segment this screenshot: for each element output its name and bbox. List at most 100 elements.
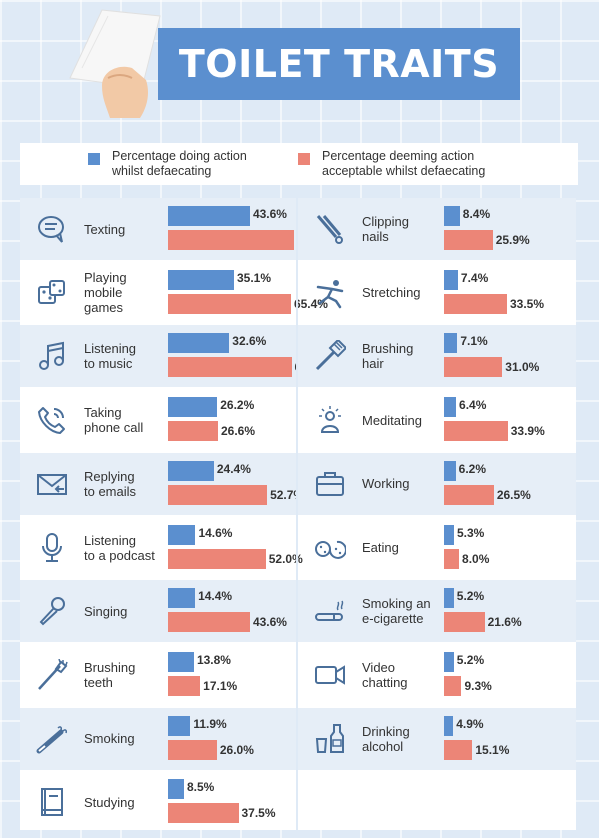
bar-acceptable [168,803,239,824]
bar-doing [444,715,454,736]
phone-icon [38,407,65,435]
row-smoking: Smoking 11.9% 26.0% [20,707,296,770]
value-label-doing: 7.1% [460,334,488,349]
row-clipping-nails: Clipping nails 8.4% 25.9% [298,198,576,260]
bar-acceptable [444,230,493,250]
bar-doing [444,333,458,354]
bar-doing [444,206,460,226]
video-camera-icon [315,665,345,685]
row-label: Smoking [84,731,135,747]
value-label-doing: 11.9% [193,716,227,731]
value-label-acceptable: 17.1% [203,678,238,693]
legend-swatch-acceptable [298,153,310,165]
bar-acceptable [168,548,266,569]
chat-bubble-icon [38,216,64,243]
value-label-doing: 13.8% [196,652,231,667]
value-label-acceptable: 21.6% [487,615,522,630]
book-icon [41,788,63,817]
value-label-acceptable: 33.5% [509,296,544,311]
nail-clipper-icon [316,215,343,244]
comb-icon [315,340,346,371]
value-label-doing: 4.9% [456,716,484,731]
value-label-acceptable: 65.4% [293,296,328,311]
legend: Percentage doing action whilst defaecati… [20,143,578,185]
value-label-acceptable: 52.0% [268,551,303,566]
value-label-doing: 8.5% [186,780,215,795]
row-smoking-an-e-cigarette: Smoking an e-cigarette 5.2% 21.6% [298,580,576,643]
bar-acceptable [168,675,201,696]
row-working: Working 6.2% 26.5% [298,452,576,515]
row-label: Listening to a podcast [84,532,155,563]
bar-doing [168,779,184,800]
briefcase-icon [316,471,344,496]
row-label: Texting [84,221,126,237]
bar-doing [168,588,196,609]
row-label: Brushing teeth [84,659,136,690]
toilet-paper-hand-icon [69,9,161,118]
bar-doing [444,397,457,418]
music-note-icon [39,342,64,371]
row-taking-phone-call: Taking phone call 26.2% 26.6% [20,389,296,451]
bar-acceptable [444,421,508,442]
legend-label-doing: Percentage doing action whilst defaecati… [112,149,247,178]
bar-doing [168,524,196,545]
bar-doing [444,524,454,545]
row-brushing-hair: Brushing hair 7.1% 31.0% [298,325,576,388]
legend-swatch-doing [88,153,100,165]
bar-doing [168,269,234,290]
value-label-acceptable: 25.9% [495,233,530,247]
bar-acceptable [444,293,507,314]
bar-acceptable [168,357,292,378]
bar-acceptable [168,484,268,505]
dice-icon [38,279,65,304]
value-label-doing: 8.4% [462,207,491,221]
bar-doing [444,460,456,481]
bar-doing [444,651,454,672]
value-label-acceptable: 15.1% [475,742,510,757]
column-divider [296,198,298,830]
bar-doing [168,333,230,354]
row-label: Playing mobile games [84,270,127,316]
value-label-acceptable: 33.9% [510,424,545,439]
bar-doing [444,269,458,290]
row-label: Replying to emails [84,468,137,499]
row-drinking-alcohol: Drinking alcohol 4.9% 15.1% [298,707,576,770]
row-singing: Singing 14.4% 43.6% [20,580,296,643]
value-label-doing: 43.6% [252,207,287,221]
row-playing-mobile-games: Playing mobile games 35.1% 65.4% [20,262,328,324]
value-label-acceptable: 31.0% [505,360,540,375]
row-label: Studying [84,794,135,810]
bar-acceptable [168,421,218,442]
bar-acceptable [444,484,494,505]
row-label: Video chatting [362,659,408,690]
bar-doing [168,715,191,736]
bar-doing [168,651,194,672]
bar-acceptable [168,293,291,314]
handheld-mic-icon [39,597,65,626]
row-stretching: Stretching 7.4% 33.5% [298,262,576,324]
bar-doing [168,460,214,481]
bar-acceptable [444,357,503,378]
row-listening-to-a-podcast: Listening to a podcast 14.6% 52.0% [20,517,303,579]
toothbrush-icon [38,658,68,690]
value-label-doing: 14.6% [198,525,233,540]
value-label-doing: 7.4% [460,270,489,285]
envelope-icon [37,473,67,495]
row-meditating: Meditating 6.4% 33.9% [298,389,576,451]
e-cigarette-icon [315,600,344,622]
bar-acceptable [444,675,462,696]
row-label: Clipping nails [362,214,409,244]
row-studying: Studying 8.5% 37.5% [20,771,296,833]
page-title: TOILET TRAITS [178,42,500,86]
bar-acceptable [444,548,460,569]
row-label: Working [362,476,410,492]
legend-label-acceptable: Percentage deeming action acceptable whi… [322,149,486,178]
row-eating: Eating 5.3% 8.0% [298,517,576,579]
value-label-acceptable: 26.6% [221,424,256,439]
title-banner: TOILET TRAITS [158,28,520,100]
bottle-and-glass-icon [315,723,344,753]
legend-item-doing: Percentage doing action whilst defaecati… [88,149,312,179]
bar-acceptable [168,230,295,250]
